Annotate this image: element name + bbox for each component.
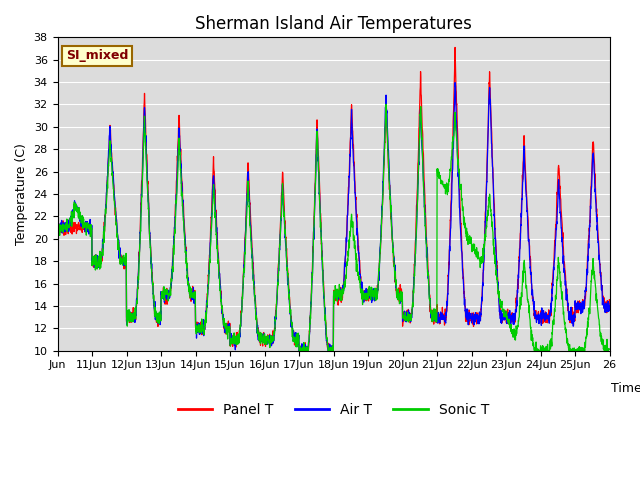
Sonic T — [54, 228, 61, 233]
Sonic T — [228, 341, 236, 347]
Panel T — [367, 292, 374, 298]
Panel T — [598, 287, 606, 292]
Sonic T — [109, 177, 116, 182]
Air T — [109, 170, 116, 176]
Title: Sherman Island Air Temperatures: Sherman Island Air Temperatures — [195, 15, 472, 33]
Panel T — [500, 312, 508, 317]
Panel T — [451, 45, 459, 50]
Y-axis label: Temperature (C): Temperature (C) — [15, 143, 28, 245]
Panel T — [296, 348, 303, 354]
Air T — [367, 292, 374, 298]
Panel T — [531, 313, 539, 319]
Line: Panel T: Panel T — [58, 48, 609, 351]
Sonic T — [382, 101, 390, 107]
Legend: Panel T, Air T, Sonic T: Panel T, Air T, Sonic T — [172, 397, 495, 422]
Line: Sonic T: Sonic T — [58, 104, 609, 351]
Air T — [531, 309, 539, 314]
Sonic T — [605, 346, 613, 352]
Air T — [451, 80, 459, 85]
Air T — [54, 228, 61, 233]
Air T — [605, 303, 613, 309]
Panel T — [605, 297, 613, 302]
Air T — [295, 348, 303, 354]
Sonic T — [531, 345, 539, 350]
Sonic T — [598, 340, 606, 346]
X-axis label: Time: Time — [611, 382, 640, 395]
Sonic T — [367, 297, 374, 303]
Text: SI_mixed: SI_mixed — [66, 49, 128, 62]
Sonic T — [500, 314, 508, 320]
Air T — [500, 315, 508, 321]
Panel T — [109, 168, 116, 174]
Line: Air T: Air T — [58, 83, 609, 351]
Air T — [228, 339, 236, 345]
Sonic T — [295, 348, 303, 354]
Air T — [598, 287, 606, 293]
Panel T — [54, 219, 61, 225]
Panel T — [228, 332, 236, 338]
